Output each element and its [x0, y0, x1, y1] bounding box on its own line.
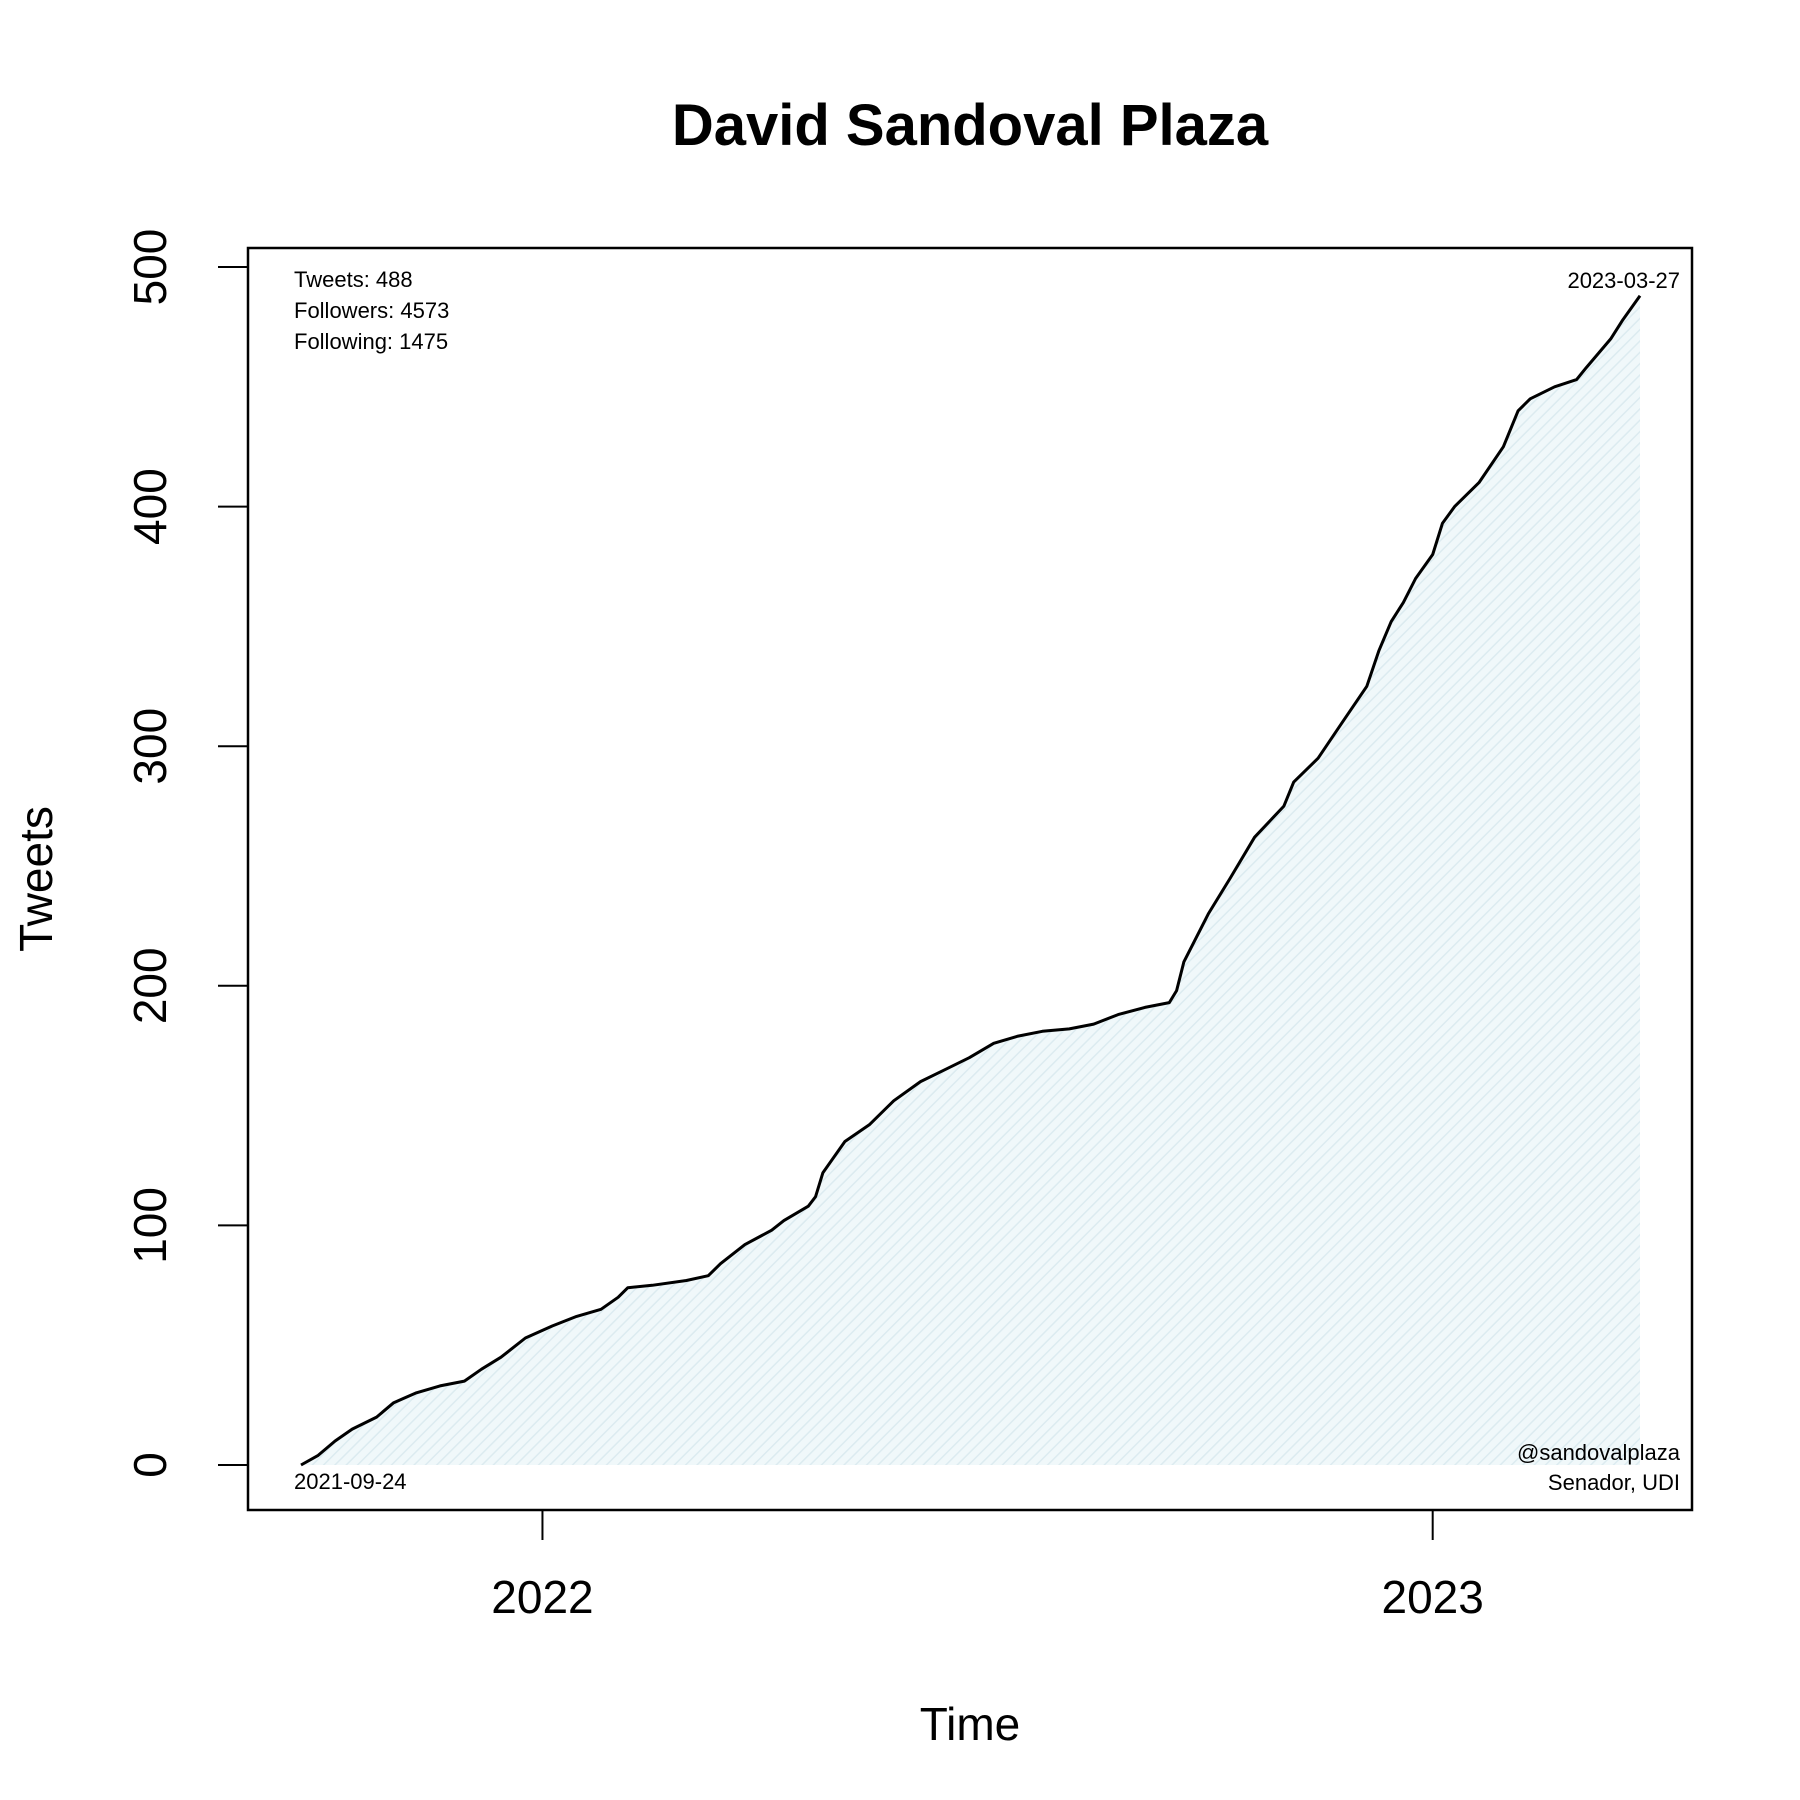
y-tick-label: 500 [124, 229, 176, 306]
cumulative-area-fill [301, 295, 1640, 1465]
y-tick-label: 0 [124, 1452, 176, 1478]
y-axis-title: Tweets [10, 806, 62, 952]
start-date-label: 2021-09-24 [294, 1469, 407, 1494]
stat-followers: Followers: 4573 [294, 298, 449, 323]
x-axis: 2022 2023 [491, 1510, 1484, 1623]
chart-title: David Sandoval Plaza [672, 93, 1269, 158]
y-tick-label: 200 [124, 947, 176, 1024]
x-tick-label: 2022 [491, 1571, 593, 1623]
y-tick-label: 100 [124, 1187, 176, 1264]
stat-following: Following: 1475 [294, 329, 448, 354]
stat-tweets: Tweets: 488 [294, 267, 413, 292]
role-label: Senador, UDI [1548, 1470, 1680, 1495]
end-date-label: 2023-03-27 [1567, 268, 1680, 293]
y-axis: 0 100 200 300 400 500 [124, 229, 249, 1478]
y-tick-label: 300 [124, 708, 176, 785]
x-tick-label: 2023 [1382, 1571, 1484, 1623]
cumulative-tweets-line [300, 294, 1642, 1467]
x-axis-title: Time [920, 1698, 1021, 1750]
handle-label: @sandovalplaza [1517, 1440, 1681, 1465]
y-tick-label: 400 [124, 468, 176, 545]
